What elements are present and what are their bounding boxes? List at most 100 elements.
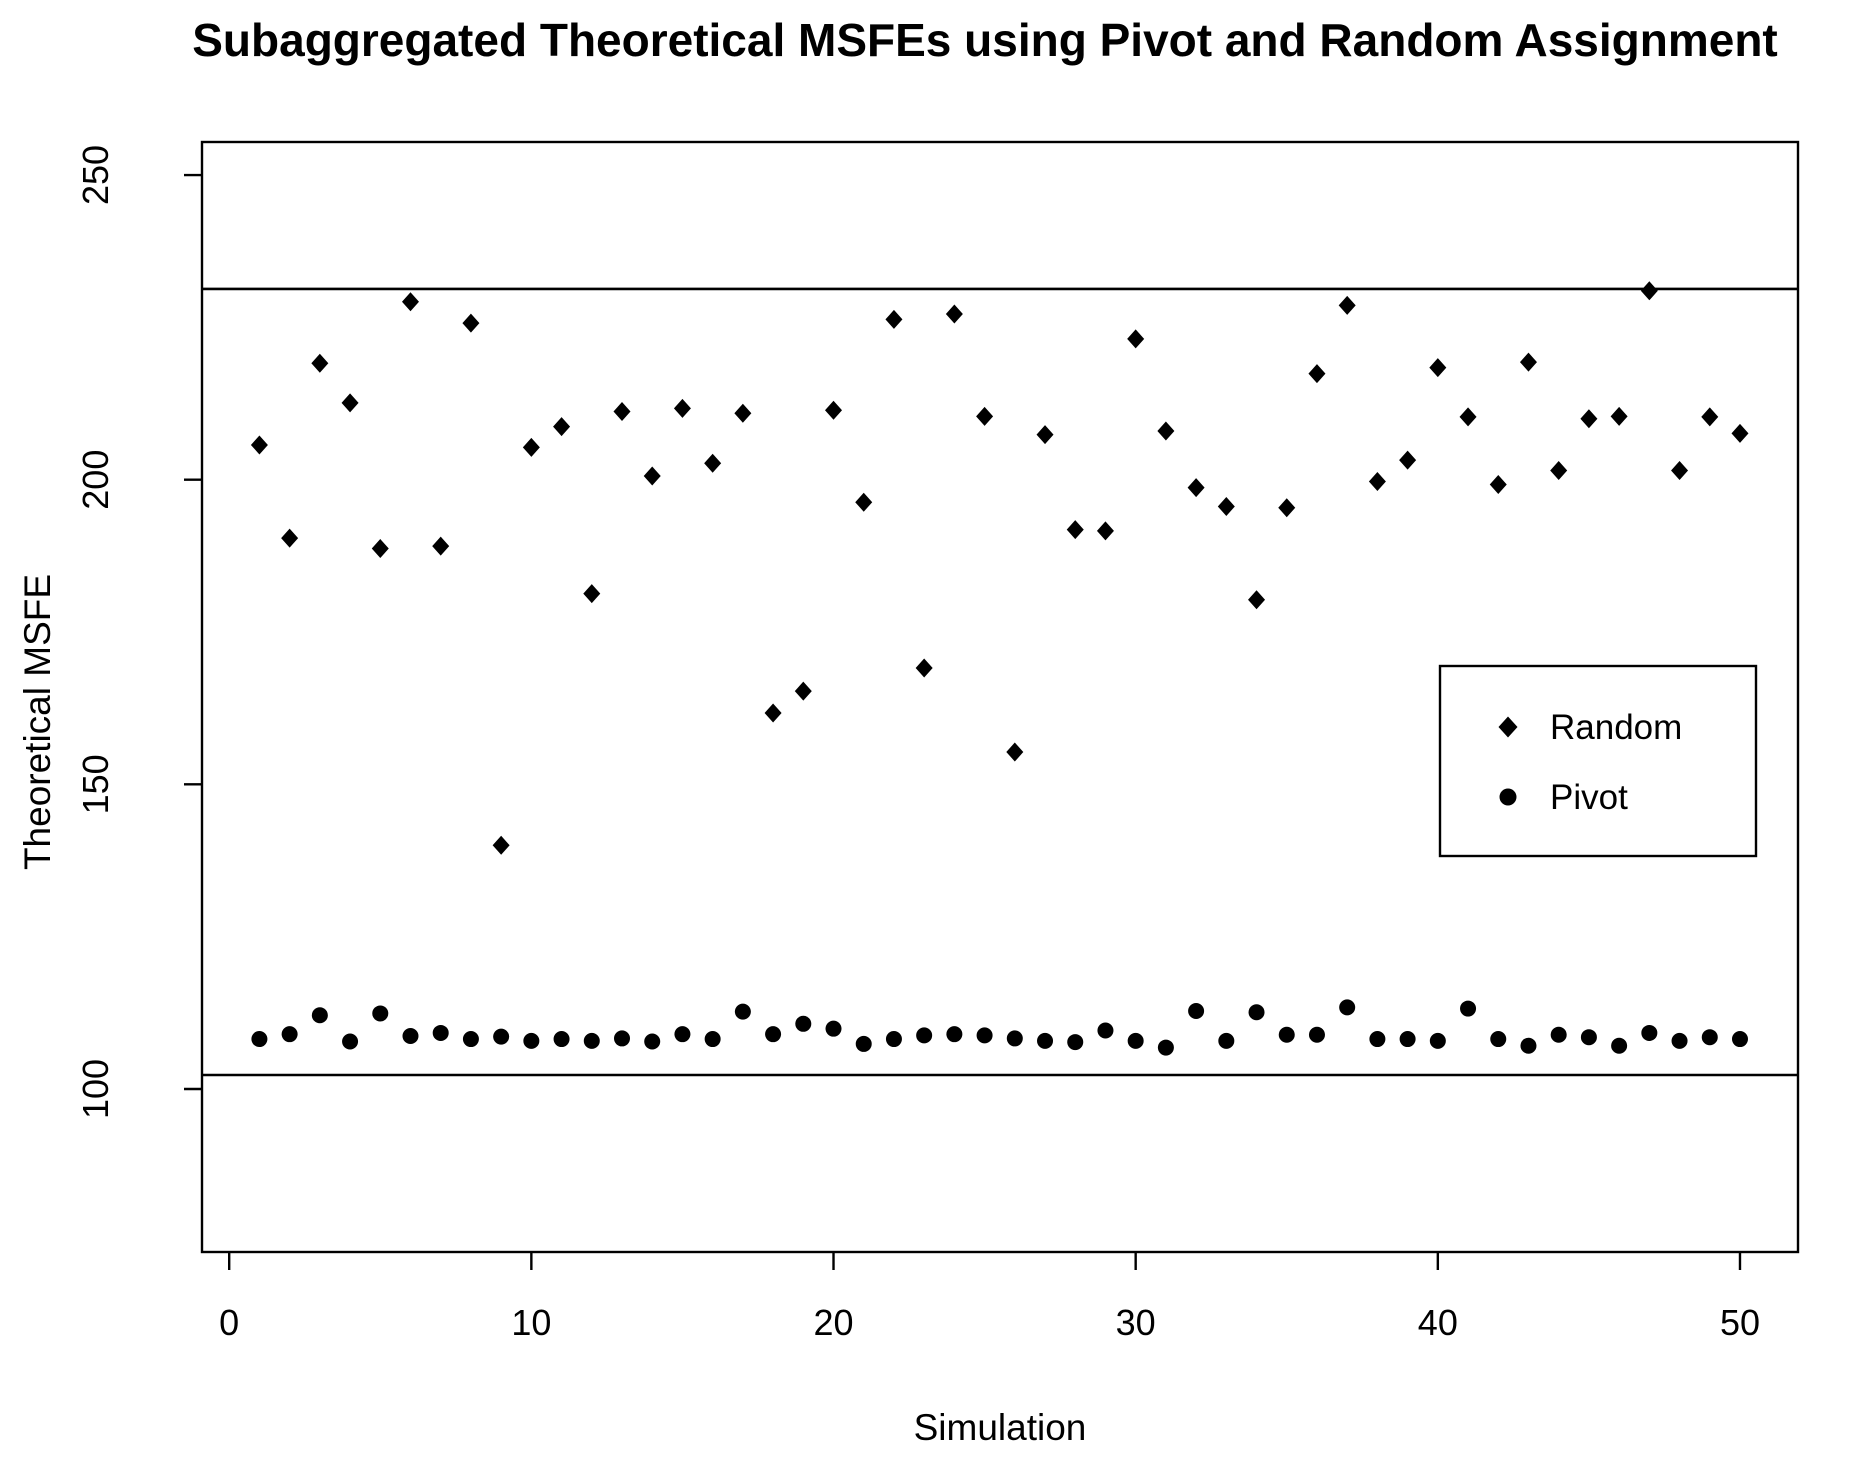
data-point-pivot <box>734 1003 751 1020</box>
data-point-random <box>855 492 873 512</box>
x-tick-label: 50 <box>1720 1302 1760 1343</box>
data-point-random <box>1278 498 1296 518</box>
data-point-random <box>976 406 994 426</box>
data-point-pivot <box>674 1026 691 1043</box>
x-tick-label: 10 <box>511 1302 551 1343</box>
data-point-random <box>553 417 571 437</box>
data-point-pivot <box>311 1007 328 1024</box>
legend-label-pivot: Pivot <box>1550 778 1628 817</box>
data-point-random <box>1640 281 1658 301</box>
data-point-random <box>492 835 510 855</box>
data-point-random <box>915 658 933 678</box>
data-point-random <box>673 398 691 418</box>
data-point-random <box>281 528 299 548</box>
data-point-pivot <box>523 1032 540 1049</box>
data-point-pivot <box>916 1027 933 1044</box>
data-point-pivot <box>1037 1032 1054 1049</box>
data-point-random <box>432 536 450 556</box>
data-point-pivot <box>1671 1032 1688 1049</box>
data-point-random <box>1338 295 1356 315</box>
data-point-pivot <box>644 1033 661 1050</box>
data-point-pivot <box>1460 1000 1477 1017</box>
data-point-random <box>1127 329 1145 349</box>
data-point-pivot <box>1580 1029 1597 1046</box>
data-point-random <box>401 292 419 312</box>
data-point-pivot <box>1097 1022 1114 1039</box>
data-points <box>250 281 1749 1056</box>
data-point-pivot <box>1218 1032 1235 1049</box>
data-point-random <box>1459 407 1477 427</box>
data-point-random <box>1308 364 1326 384</box>
data-point-pivot <box>1278 1026 1295 1043</box>
data-point-random <box>1066 520 1084 540</box>
y-tick-label: 250 <box>75 145 116 205</box>
data-point-pivot <box>765 1026 782 1043</box>
data-point-pivot <box>1520 1037 1537 1054</box>
data-point-pivot <box>432 1024 449 1041</box>
diamond-icon <box>1498 716 1518 738</box>
data-point-pivot <box>1339 999 1356 1016</box>
data-point-random <box>1006 742 1024 762</box>
data-point-pivot <box>1701 1029 1718 1046</box>
legend-label-random: Random <box>1550 708 1682 747</box>
data-point-random <box>1489 475 1507 495</box>
x-tick-label: 30 <box>1116 1302 1156 1343</box>
legend-item-random: Random <box>1498 708 1682 747</box>
data-point-pivot <box>1641 1024 1658 1041</box>
chart-title: Subaggregated Theoretical MSFEs using Pi… <box>192 14 1778 66</box>
data-point-random <box>462 313 480 333</box>
data-point-random <box>1187 478 1205 498</box>
data-point-random <box>1036 425 1054 445</box>
x-axis-label: Simulation <box>914 1407 1087 1448</box>
y-tick-label: 150 <box>75 754 116 814</box>
data-point-pivot <box>553 1031 570 1048</box>
reference-lines <box>202 287 1798 1077</box>
data-point-pivot <box>493 1028 510 1045</box>
axes: 0 10 20 30 40 50 100 150 200 250 <box>75 145 1760 1343</box>
data-point-pivot <box>614 1030 630 1047</box>
data-point-random <box>945 304 963 324</box>
y-tick-label: 200 <box>75 450 116 510</box>
data-point-pivot <box>1157 1039 1174 1056</box>
data-point-pivot <box>1611 1037 1628 1054</box>
legend-item-pivot: Pivot <box>1499 778 1628 817</box>
data-point-random <box>341 393 359 413</box>
data-point-random <box>885 309 903 329</box>
data-point-pivot <box>946 1026 963 1043</box>
data-point-pivot <box>704 1031 721 1048</box>
data-point-pivot <box>1399 1031 1416 1048</box>
data-point-pivot <box>1188 1003 1205 1020</box>
y-axis-label: Theoretical MSFE <box>17 574 58 870</box>
data-point-random <box>1096 521 1114 541</box>
data-point-random <box>643 466 661 486</box>
data-point-random <box>250 435 268 455</box>
data-point-pivot <box>1127 1032 1144 1049</box>
legend-box <box>1438 664 1758 858</box>
data-point-random <box>311 353 329 373</box>
data-point-random <box>1550 461 1568 481</box>
legend: Random Pivot <box>1438 664 1758 858</box>
data-point-pivot <box>1067 1034 1084 1051</box>
data-point-random <box>1368 472 1386 492</box>
data-point-pivot <box>1490 1031 1507 1048</box>
data-point-pivot <box>342 1033 359 1050</box>
data-point-random <box>1519 352 1537 372</box>
data-point-pivot <box>251 1031 268 1048</box>
data-point-pivot <box>976 1027 993 1044</box>
plot-box <box>200 140 1800 1254</box>
data-point-random <box>704 453 722 473</box>
data-point-random <box>825 400 843 420</box>
data-point-pivot <box>281 1026 298 1043</box>
data-point-random <box>794 681 812 701</box>
data-point-pivot <box>1248 1004 1265 1021</box>
data-point-random <box>1671 461 1689 481</box>
data-point-pivot <box>855 1035 872 1052</box>
data-point-pivot <box>1550 1026 1567 1043</box>
data-point-random <box>1157 421 1175 441</box>
data-point-pivot <box>372 1005 389 1022</box>
data-point-pivot <box>885 1031 902 1048</box>
data-point-random <box>1248 590 1266 610</box>
data-point-random <box>1701 407 1719 427</box>
